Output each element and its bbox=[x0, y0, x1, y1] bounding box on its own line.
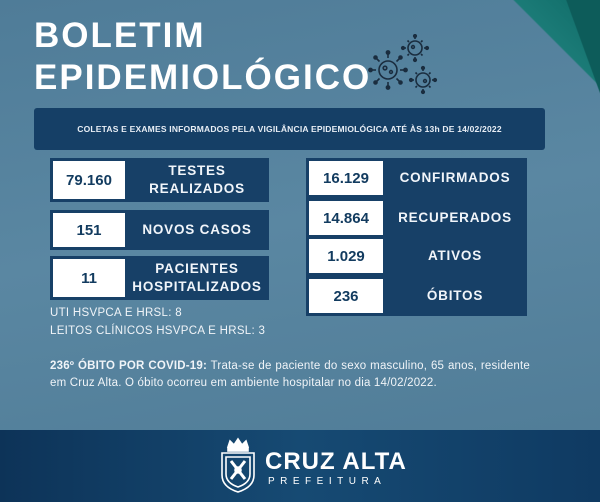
stat-label-line1: PACIENTES bbox=[155, 260, 239, 276]
stat-label: CONFIRMADOS bbox=[399, 169, 511, 185]
stat-value: 11 bbox=[53, 259, 125, 297]
hospital-info-uti: UTI HSVPCA E HRSL: 8 bbox=[50, 307, 182, 319]
stat-pacientes-hospitalizados: 11 PACIENTES HOSPITALIZADOS bbox=[50, 256, 269, 300]
footer-bar bbox=[0, 430, 600, 502]
stat-value: 151 bbox=[53, 213, 125, 247]
stat-value: 16.129 bbox=[309, 161, 383, 195]
death-note-lead: 236º ÓBITO POR COVID-19: bbox=[50, 360, 208, 372]
stat-label-line2: REALIZADOS bbox=[149, 181, 245, 196]
stat-label: ATIVOS bbox=[427, 247, 483, 263]
stat-label: ÓBITOS bbox=[426, 287, 484, 303]
brand-name: CRUZ ALTA bbox=[265, 448, 407, 475]
stat-testes-realizados: 79.160 TESTES REALIZADOS bbox=[50, 158, 269, 202]
stat-value: 79.160 bbox=[53, 161, 125, 199]
brand-subtitle: PREFEITURA bbox=[268, 476, 387, 487]
stat-label: TESTES REALIZADOS bbox=[125, 158, 269, 202]
stat-value: 14.864 bbox=[309, 201, 383, 235]
stat-label: NOVOS CASOS bbox=[142, 221, 252, 237]
stat-label: PACIENTES HOSPITALIZADOS bbox=[125, 256, 269, 300]
stat-value: 236 bbox=[309, 279, 383, 313]
stat-label-line2: HOSPITALIZADOS bbox=[132, 279, 262, 294]
page-title-line1: BOLETIM bbox=[34, 16, 206, 55]
stat-novos-casos: 151 NOVOS CASOS bbox=[50, 210, 269, 250]
city-seal-icon bbox=[221, 437, 255, 493]
virus-icon bbox=[368, 34, 438, 95]
death-note: 236º ÓBITO POR COVID-19: Trata-se de pac… bbox=[50, 358, 530, 391]
stat-confirmados: 16.129 CONFIRMADOS bbox=[306, 158, 527, 198]
stat-ativos: 1.029 ATIVOS bbox=[306, 236, 527, 276]
page-title-line2: EPIDEMIOLÓGICO bbox=[34, 58, 372, 97]
hospital-info-leitos: LEITOS CLÍNICOS HSVPCA E HRSL: 3 bbox=[50, 325, 266, 337]
stat-label: RECUPERADOS bbox=[398, 209, 512, 225]
stat-obitos: 236 ÓBITOS bbox=[306, 276, 527, 316]
info-banner: COLETAS E EXAMES INFORMADOS PELA VIGILÂN… bbox=[34, 108, 545, 150]
stat-label-line1: TESTES bbox=[168, 162, 226, 178]
corner-decoration-dark bbox=[540, 0, 600, 140]
death-note-text: Trata-se de paciente do sexo masculino, … bbox=[50, 360, 530, 389]
stat-recuperados: 14.864 RECUPERADOS bbox=[306, 198, 527, 238]
stat-value: 1.029 bbox=[309, 239, 383, 273]
banner-text: COLETAS E EXAMES INFORMADOS PELA VIGILÂN… bbox=[77, 124, 502, 134]
